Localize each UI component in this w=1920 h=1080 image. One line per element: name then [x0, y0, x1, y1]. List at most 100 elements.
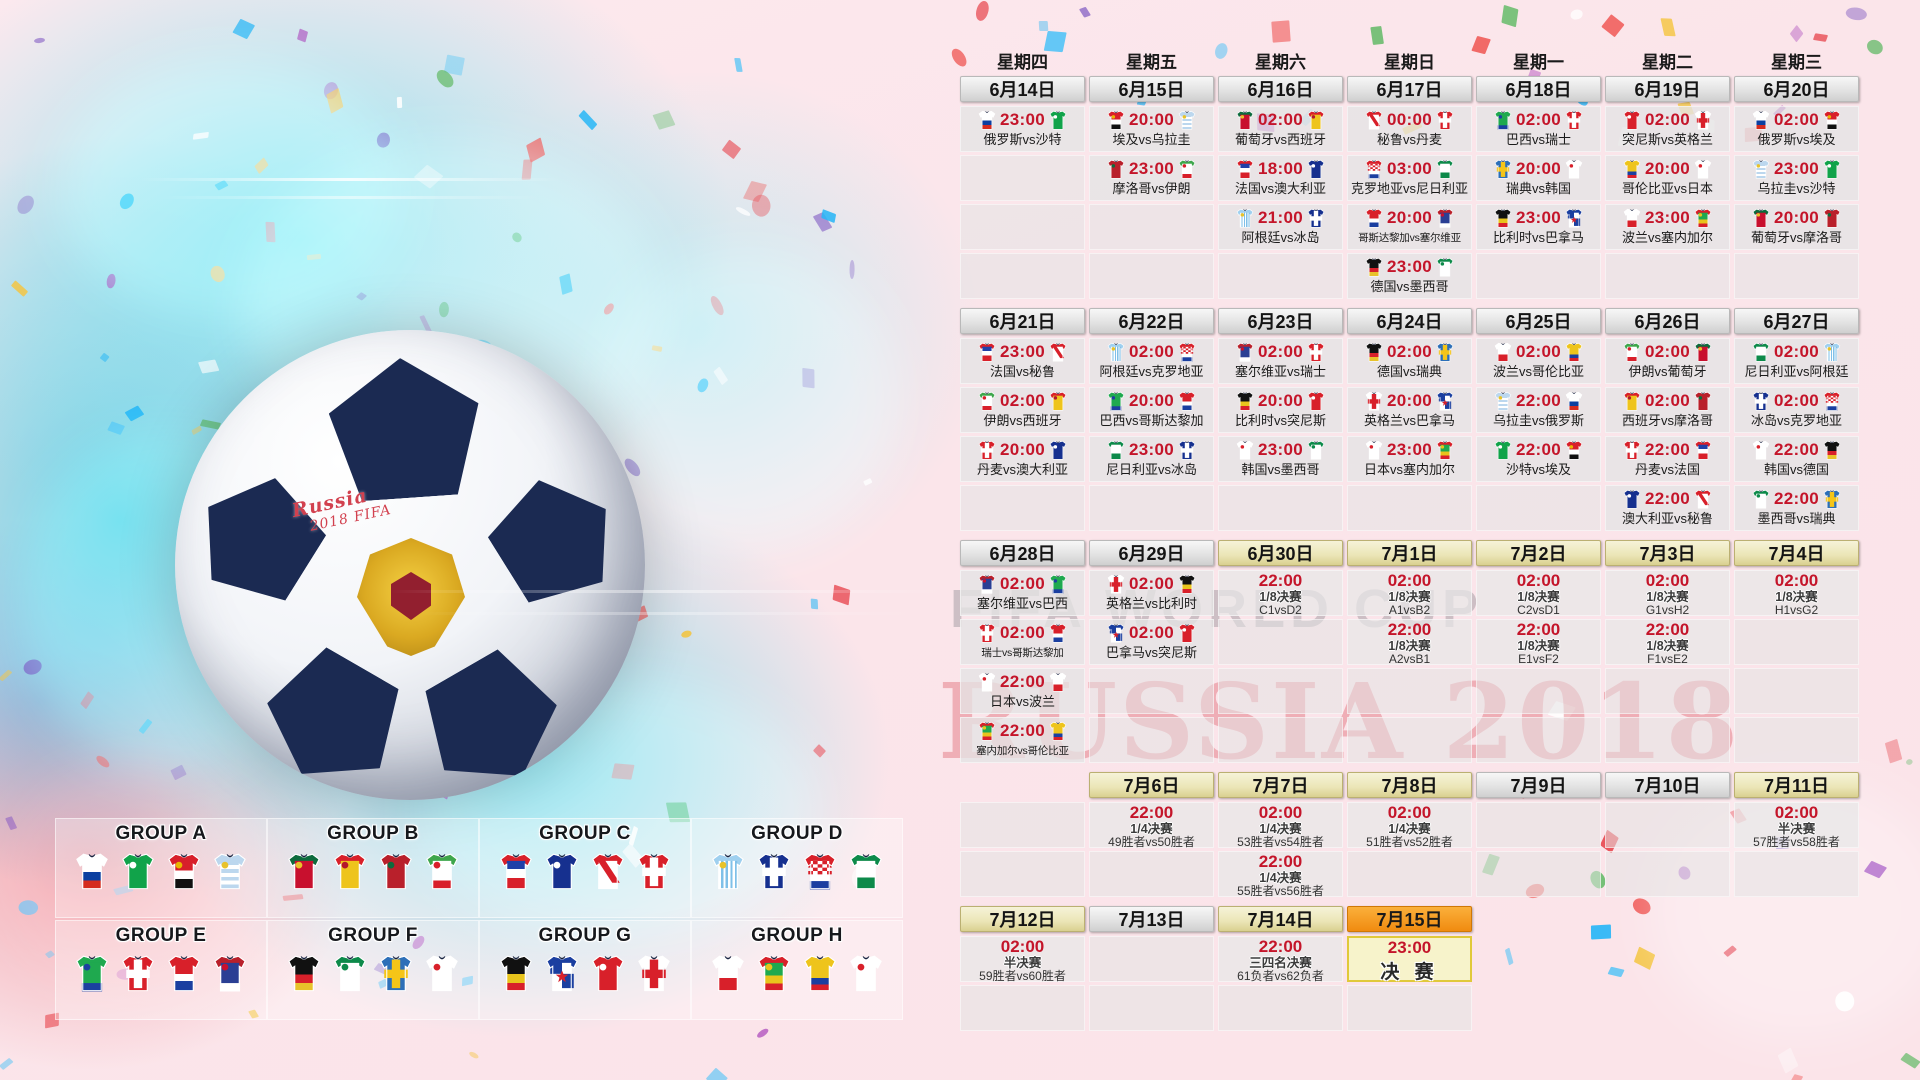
match-cell[interactable]: 23:00 日本vs塞内加尔 — [1347, 436, 1472, 482]
date-header[interactable]: 6月25日 — [1476, 308, 1601, 334]
match-cell[interactable]: 02:00 冰岛vs克罗地亚 — [1734, 387, 1859, 433]
match-cell[interactable]: 02:00 葡萄牙vs西班牙 — [1218, 106, 1343, 152]
match-cell[interactable]: 02:00 伊朗vs葡萄牙 — [1605, 338, 1730, 384]
date-header[interactable]: 7月9日 — [1476, 772, 1601, 798]
match-cell[interactable]: 03:00 克罗地亚vs尼日利亚 — [1347, 155, 1472, 201]
match-cell[interactable]: 20:00 埃及vs乌拉圭 — [1089, 106, 1214, 152]
knockout-match-cell[interactable]: 02:00 半决赛 57胜者vs58胜者 — [1734, 802, 1859, 849]
date-header[interactable]: 7月12日 — [960, 906, 1085, 932]
knockout-match-cell[interactable]: 02:00 1/8决赛 A1vsB2 — [1347, 570, 1472, 617]
date-header[interactable]: 6月22日 — [1089, 308, 1214, 334]
match-cell[interactable]: 22:00 沙特vs埃及 — [1476, 436, 1601, 482]
match-cell[interactable]: 20:00 瑞典vs韩国 — [1476, 155, 1601, 201]
match-cell[interactable]: 21:00 阿根廷vs冰岛 — [1218, 204, 1343, 250]
match-cell[interactable]: 02:00 波兰vs哥伦比亚 — [1476, 338, 1601, 384]
match-cell[interactable]: 23:00 乌拉圭vs沙特 — [1734, 155, 1859, 201]
knockout-match-cell[interactable]: 02:00 1/4决赛 51胜者vs52胜者 — [1347, 802, 1472, 849]
date-header[interactable]: 7月3日 — [1605, 540, 1730, 566]
match-cell[interactable]: 02:00 塞尔维亚vs瑞士 — [1218, 338, 1343, 384]
knockout-match-cell[interactable]: 02:00 1/8决赛 C2vsD1 — [1476, 570, 1601, 617]
date-header[interactable]: 7月1日 — [1347, 540, 1472, 566]
match-cell[interactable]: 23:00 俄罗斯vs沙特 — [960, 106, 1085, 152]
date-header[interactable]: 6月15日 — [1089, 76, 1214, 102]
match-cell[interactable]: 23:00 韩国vs墨西哥 — [1218, 436, 1343, 482]
match-cell[interactable]: 20:00 丹麦vs澳大利亚 — [960, 436, 1085, 482]
match-cell[interactable]: 02:00 俄罗斯vs埃及 — [1734, 106, 1859, 152]
date-header[interactable]: 6月19日 — [1605, 76, 1730, 102]
knockout-match-cell[interactable]: 02:00 半决赛 59胜者vs60胜者 — [960, 936, 1085, 983]
match-cell[interactable]: 22:00 澳大利亚vs秘鲁 — [1605, 485, 1730, 531]
match-cell[interactable]: 02:00 西班牙vs摩洛哥 — [1605, 387, 1730, 433]
knockout-match-cell[interactable]: 22:00 1/8决赛 A2vsB1 — [1347, 619, 1472, 666]
match-cell[interactable]: 23:00 尼日利亚vs冰岛 — [1089, 436, 1214, 482]
match-cell[interactable]: 02:00 巴西vs瑞士 — [1476, 106, 1601, 152]
match-cell[interactable]: 23:00 德国vs墨西哥 — [1347, 253, 1472, 299]
match-cell[interactable]: 20:00 巴西vs哥斯达黎加 — [1089, 387, 1214, 433]
date-header[interactable]: 6月16日 — [1218, 76, 1343, 102]
match-cell[interactable]: 22:00 墨西哥vs瑞典 — [1734, 485, 1859, 531]
date-header[interactable]: 7月6日 — [1089, 772, 1214, 798]
knockout-match-cell[interactable]: 22:00 三四名决赛 61负者vs62负者 — [1218, 936, 1343, 983]
knockout-match-cell[interactable]: 02:00 1/8决赛 H1vsG2 — [1734, 570, 1859, 617]
date-header[interactable]: 7月15日 — [1347, 906, 1472, 932]
match-cell[interactable]: 22:00 日本vs波兰 — [960, 668, 1085, 714]
date-header[interactable]: 6月14日 — [960, 76, 1085, 102]
date-header[interactable]: 7月10日 — [1605, 772, 1730, 798]
date-header[interactable]: 7月8日 — [1347, 772, 1472, 798]
match-cell[interactable]: 20:00 哥斯达黎加vs塞尔维亚 — [1347, 204, 1472, 250]
knockout-match-cell[interactable]: 22:00 1/4决赛 49胜者vs50胜者 — [1089, 802, 1214, 849]
date-header[interactable]: 7月7日 — [1218, 772, 1343, 798]
match-cell[interactable]: 02:00 阿根廷vs克罗地亚 — [1089, 338, 1214, 384]
match-cell[interactable]: 23:00 法国vs秘鲁 — [960, 338, 1085, 384]
match-cell[interactable]: 02:00 德国vs瑞典 — [1347, 338, 1472, 384]
match-cell[interactable]: 18:00 法国vs澳大利亚 — [1218, 155, 1343, 201]
final-match-cell[interactable]: 23:00 决 赛 — [1347, 936, 1472, 983]
date-header[interactable]: 7月11日 — [1734, 772, 1859, 798]
match-cell[interactable]: 02:00 塞尔维亚vs巴西 — [960, 570, 1085, 616]
knockout-match-cell[interactable]: 02:00 1/4决赛 53胜者vs54胜者 — [1218, 802, 1343, 849]
match-cell[interactable]: 02:00 伊朗vs西班牙 — [960, 387, 1085, 433]
knockout-match-cell[interactable]: 22:00 1/4决赛 55胜者vs56胜者 — [1218, 851, 1343, 898]
knockout-match-cell[interactable]: 22:00 1/8决赛 F1vsE2 — [1605, 619, 1730, 666]
date-header[interactable]: 6月17日 — [1347, 76, 1472, 102]
match-cell[interactable]: 23:00 波兰vs塞内加尔 — [1605, 204, 1730, 250]
knockout-match-cell[interactable]: 22:00 1/8决赛 C1vsD2 — [1218, 570, 1343, 617]
date-header[interactable]: 6月26日 — [1605, 308, 1730, 334]
match-cell[interactable]: 20:00 英格兰vs巴拿马 — [1347, 387, 1472, 433]
match-cell[interactable]: 23:00 摩洛哥vs伊朗 — [1089, 155, 1214, 201]
match-cell[interactable]: 02:00 巴拿马vs突尼斯 — [1089, 619, 1214, 665]
date-header[interactable]: 7月4日 — [1734, 540, 1859, 566]
match-teams: 巴拿马vs突尼斯 — [1105, 645, 1197, 660]
date-header[interactable]: 6月27日 — [1734, 308, 1859, 334]
kit-nigeria-icon — [1105, 438, 1127, 462]
match-cell[interactable]: 20:00 葡萄牙vs摩洛哥 — [1734, 204, 1859, 250]
kit-swiss-icon — [1563, 108, 1585, 132]
match-cell[interactable]: 22:00 塞内加尔vs哥伦比亚 — [960, 717, 1085, 763]
knockout-match-cell[interactable]: 02:00 1/8决赛 G1vsH2 — [1605, 570, 1730, 617]
match-cell[interactable]: 22:00 韩国vs德国 — [1734, 436, 1859, 482]
match-cell[interactable]: 22:00 乌拉圭vs俄罗斯 — [1476, 387, 1601, 433]
match-cell[interactable]: 02:00 突尼斯vs英格兰 — [1605, 106, 1730, 152]
date-header[interactable]: 6月18日 — [1476, 76, 1601, 102]
date-header[interactable]: 7月14日 — [1218, 906, 1343, 932]
date-header[interactable]: 7月13日 — [1089, 906, 1214, 932]
date-header[interactable]: 6月28日 — [960, 540, 1085, 566]
date-header[interactable]: 6月23日 — [1218, 308, 1343, 334]
match-cell[interactable]: 20:00 哥伦比亚vs日本 — [1605, 155, 1730, 201]
date-header[interactable]: 6月30日 — [1218, 540, 1343, 566]
match-cell[interactable]: 02:00 英格兰vs比利时 — [1089, 570, 1214, 616]
date-header[interactable]: 6月20日 — [1734, 76, 1859, 102]
match-cell[interactable]: 02:00 尼日利亚vs阿根廷 — [1734, 338, 1859, 384]
match-cell[interactable]: 20:00 比利时vs突尼斯 — [1218, 387, 1343, 433]
match-cell[interactable]: 00:00 秘鲁vs丹麦 — [1347, 106, 1472, 152]
date-header[interactable]: 6月24日 — [1347, 308, 1472, 334]
knockout-match-cell[interactable]: 22:00 1/8决赛 E1vsF2 — [1476, 619, 1601, 666]
date-header[interactable]: 6月21日 — [960, 308, 1085, 334]
date-header[interactable]: 7月2日 — [1476, 540, 1601, 566]
match-time: 20:00 — [1129, 391, 1174, 410]
match-cell[interactable]: 02:00 瑞士vs哥斯达黎加 — [960, 619, 1085, 665]
match-cell[interactable]: 22:00 丹麦vs法国 — [1605, 436, 1730, 482]
match-top-row: 02:00 — [1090, 339, 1213, 365]
match-cell[interactable]: 23:00 比利时vs巴拿马 — [1476, 204, 1601, 250]
date-header[interactable]: 6月29日 — [1089, 540, 1214, 566]
